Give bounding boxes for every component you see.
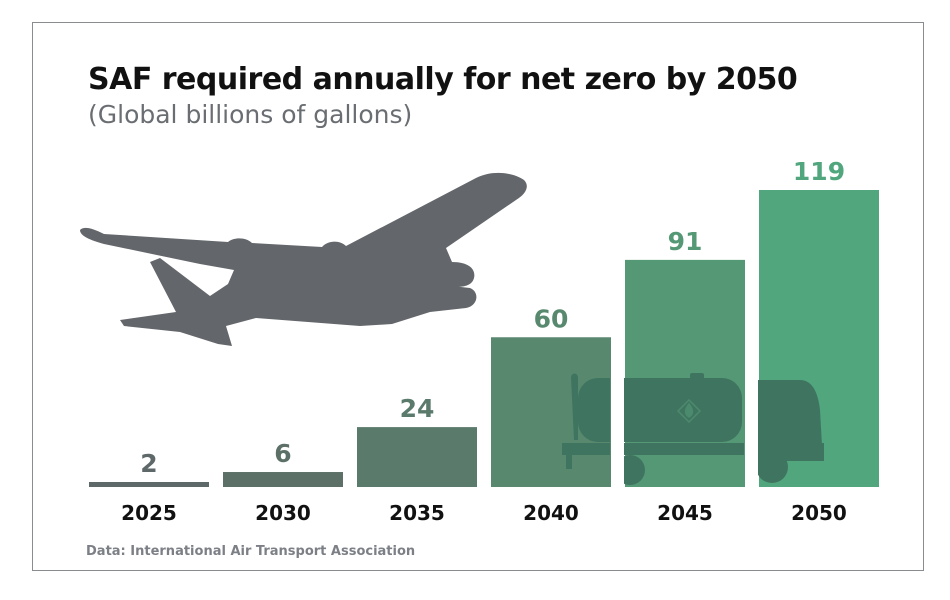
value-labels: 2 6 24 60 91 119 [140, 157, 845, 478]
hazard-flame-icon [676, 398, 702, 424]
x-axis-labels: 2025 2030 2035 2040 2045 2050 [121, 501, 847, 525]
data-source: Data: International Air Transport Associ… [86, 544, 416, 559]
value-label-2045: 91 [668, 227, 703, 256]
x-tick-label-2050: 2050 [791, 501, 847, 525]
x-tick-label-2035: 2035 [389, 501, 445, 525]
bar-2035 [357, 427, 477, 487]
x-tick-label-2045: 2045 [657, 501, 713, 525]
chart-title: SAF required annually for net zero by 20… [88, 62, 798, 97]
value-label-2050: 119 [793, 157, 845, 186]
value-label-2035: 24 [400, 394, 435, 423]
value-label-2040: 60 [534, 304, 569, 333]
bar-2030 [223, 472, 343, 487]
x-tick-label-2030: 2030 [255, 501, 311, 525]
x-tick-label-2025: 2025 [121, 501, 177, 525]
airplane-silhouette-icon [80, 172, 527, 346]
value-label-2025: 2 [140, 449, 157, 478]
chart-subtitle: (Global billions of gallons) [88, 100, 413, 129]
bar-2025 [89, 482, 209, 487]
x-tick-label-2040: 2040 [523, 501, 579, 525]
value-label-2030: 6 [274, 439, 291, 468]
